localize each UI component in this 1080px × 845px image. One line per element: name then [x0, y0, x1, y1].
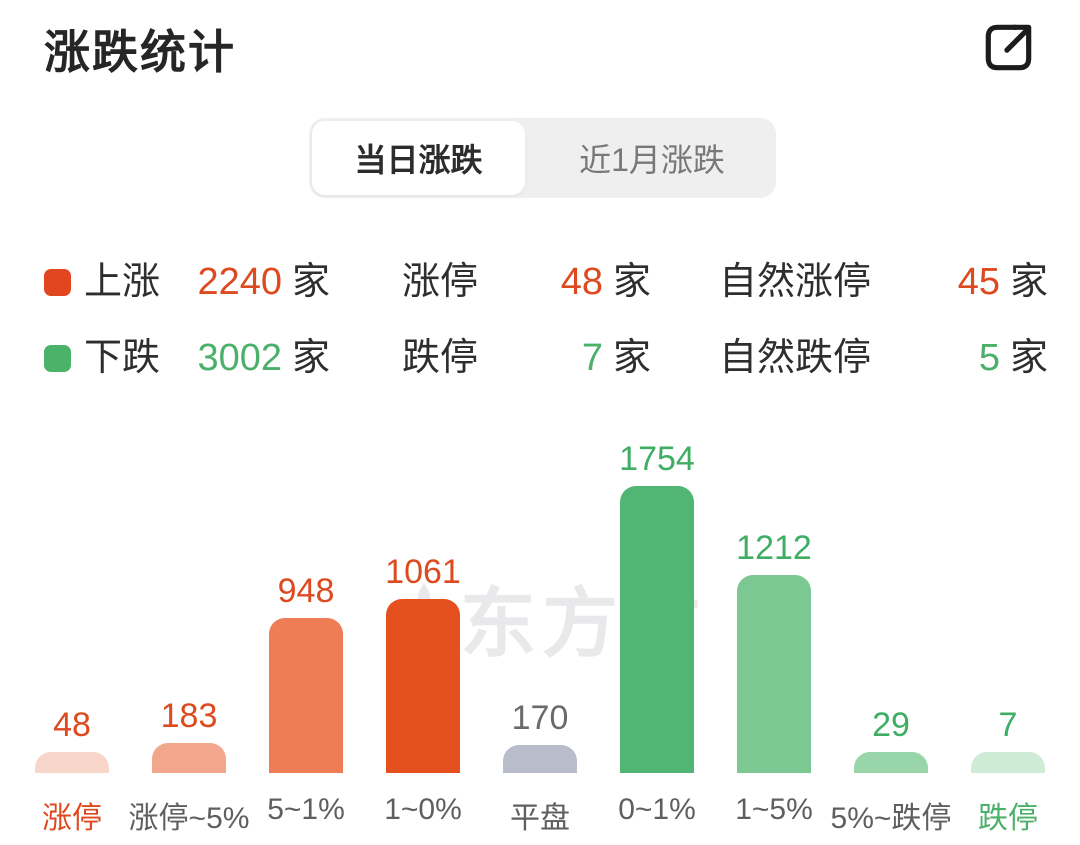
x-axis-label: 涨停~5%: [128, 802, 250, 835]
natural-limit-down-label: 自然跌停: [719, 337, 872, 379]
x-axis-label: 涨停: [42, 802, 102, 835]
share-button[interactable]: [980, 18, 1038, 76]
up-unit: 家: [292, 261, 331, 303]
natural-limit-up-label: 自然涨停: [719, 261, 872, 303]
distribution-bar-chart: 东方财 48 涨停 183 涨停~5% 948 5~1% 1061 1~0% 170 平盘 1754…: [0, 430, 1080, 845]
page-title: 涨跌统计: [44, 26, 236, 78]
x-axis-label: 1~0%: [384, 793, 462, 826]
bar-value-label: 183: [160, 697, 218, 735]
x-axis-label: 5%~跌停: [830, 802, 952, 835]
limit-up-label: 涨停: [402, 261, 479, 303]
external-link-icon: [980, 24, 1038, 79]
x-axis-label: 0~1%: [618, 793, 696, 826]
down-count: 3002: [197, 337, 282, 379]
bar-value-label: 7: [998, 706, 1018, 744]
up-label: 上涨: [84, 261, 161, 303]
x-axis-label: 跌停: [978, 802, 1038, 835]
x-axis-label: 1~5%: [735, 793, 813, 826]
period-tabs: 当日涨跌 近1月涨跌: [309, 118, 776, 198]
bar-1~5%[interactable]: [737, 575, 811, 773]
limit-up-count: 48: [560, 261, 603, 303]
bar-value-label: 1212: [736, 529, 812, 567]
natural-limit-down-unit: 家: [1010, 337, 1049, 379]
tab-month-change[interactable]: 近1月涨跌: [579, 142, 725, 178]
bar-5%~跌停[interactable]: [854, 752, 928, 773]
stats-row-up: 上涨 2240 家 涨停 48 家 自然涨停 45 家: [0, 256, 1080, 308]
bar-涨停~5%[interactable]: [152, 743, 226, 773]
bar-平盘[interactable]: [503, 745, 577, 773]
limit-down-count: 7: [581, 337, 603, 379]
stats-row-down: 下跌 3002 家 跌停 7 家 自然跌停 5 家: [0, 332, 1080, 384]
up-legend-marker: [44, 269, 71, 296]
natural-limit-up-unit: 家: [1010, 261, 1049, 303]
bar-value-label: 29: [872, 706, 910, 744]
up-count: 2240: [197, 261, 282, 303]
limit-down-label: 跌停: [402, 337, 479, 379]
natural-limit-up-count: 45: [957, 261, 1000, 303]
limit-down-unit: 家: [613, 337, 652, 379]
x-axis-label: 平盘: [510, 802, 570, 835]
bar-涨停[interactable]: [35, 752, 109, 773]
bar-跌停[interactable]: [971, 752, 1045, 773]
down-unit: 家: [292, 337, 331, 379]
bar-0~1%[interactable]: [620, 486, 694, 773]
bar-1~0%[interactable]: [386, 599, 460, 773]
natural-limit-down-count: 5: [978, 337, 1000, 379]
bar-value-label: 170: [511, 699, 569, 737]
bar-value-label: 48: [53, 706, 91, 744]
down-legend-marker: [44, 345, 71, 372]
x-axis-label: 5~1%: [267, 793, 345, 826]
down-label: 下跌: [84, 337, 161, 379]
bar-value-label: 948: [277, 572, 335, 610]
bar-value-label: 1754: [619, 440, 695, 478]
tab-today-change[interactable]: 当日涨跌: [312, 121, 525, 195]
bar-value-label: 1061: [385, 553, 461, 591]
bar-5~1%[interactable]: [269, 618, 343, 773]
limit-up-unit: 家: [613, 261, 652, 303]
